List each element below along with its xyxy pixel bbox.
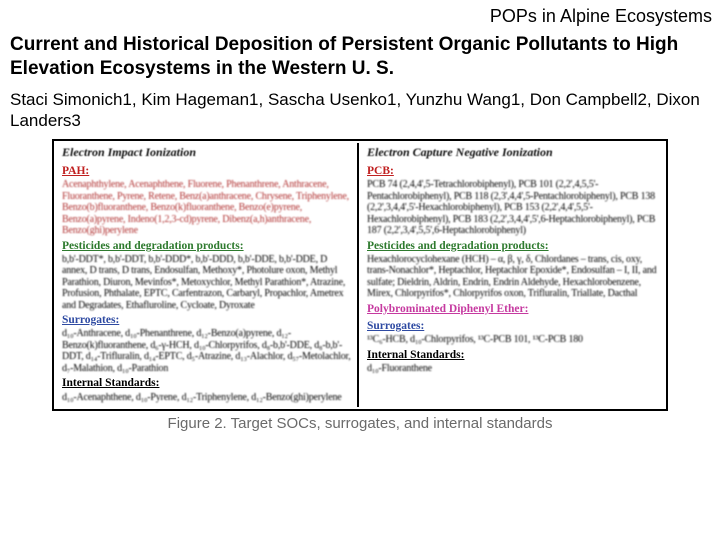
section-pah: PAH: Acenaphthylene, Acenaphthene, Fluor… <box>62 165 351 237</box>
section-pesticides-right: Pesticides and degradation products: Hex… <box>367 240 658 300</box>
section-body-istd-left: d₁₀-Acenaphthene, d₁₀-Pyrene, d₁₂-Triphe… <box>62 392 351 404</box>
section-pesticides-left: Pesticides and degradation products: b,b… <box>62 240 351 312</box>
section-body-istd-right: d₁₀-Fluoranthene <box>367 363 658 375</box>
section-surrogates-right: Surrogates: ¹³C₆-HCB, d₁₀-Chlorpyrifos, … <box>367 320 658 346</box>
section-head-istd-left: Internal Standards: <box>62 377 159 390</box>
section-internal-std-right: Internal Standards: d₁₀-Fluoranthene <box>367 349 658 375</box>
section-body-surr-right: ¹³C₆-HCB, d₁₀-Chlorpyrifos, ¹³C-PCB 101,… <box>367 334 658 346</box>
section-pcb: PCB: PCB 74 (2,4,4',5-Tetrachlorobipheny… <box>367 165 658 237</box>
figure-col-right: Electron Capture Negative Ionization PCB… <box>361 143 664 407</box>
section-head-pbde: Polybrominated Diphenyl Ether: <box>367 303 528 316</box>
figure-2: Electron Impact Ionization PAH: Acenapht… <box>0 139 720 432</box>
figure-col-left: Electron Impact Ionization PAH: Acenapht… <box>56 143 359 407</box>
col-head-ecni: Electron Capture Negative Ionization <box>367 146 658 162</box>
paper-title: Current and Historical Deposition of Per… <box>0 29 720 87</box>
section-body-surr-left: d₁₀-Anthracene, d₁₀-Phenanthrene, d₁₂-Be… <box>62 328 351 374</box>
header-running-title: POPs in Alpine Ecosystems <box>0 0 720 29</box>
section-body-pest-left: b,b'-DDT*, b,b'-DDT, b,b'-DDD*, b,b'-DDD… <box>62 254 351 312</box>
section-head-surr-right: Surrogates: <box>367 320 424 333</box>
figure-caption: Figure 2. Target SOCs, surrogates, and i… <box>52 411 668 432</box>
section-head-surr-left: Surrogates: <box>62 314 119 327</box>
figure-table: Electron Impact Ionization PAH: Acenapht… <box>52 139 668 411</box>
section-body-pcb: PCB 74 (2,4,4',5-Tetrachlorobiphenyl), P… <box>367 179 658 237</box>
section-pbde: Polybrominated Diphenyl Ether: <box>367 303 658 317</box>
col-head-ei: Electron Impact Ionization <box>62 146 351 162</box>
section-head-pest-right: Pesticides and degradation products: <box>367 240 549 253</box>
section-surrogates-left: Surrogates: d₁₀-Anthracene, d₁₀-Phenanth… <box>62 314 351 374</box>
section-internal-std-left: Internal Standards: d₁₀-Acenaphthene, d₁… <box>62 377 351 403</box>
section-body-pah: Acenaphthylene, Acenaphthene, Fluorene, … <box>62 179 351 237</box>
section-head-istd-right: Internal Standards: <box>367 349 464 362</box>
section-head-pcb: PCB: <box>367 165 394 178</box>
section-head-pah: PAH: <box>62 165 89 178</box>
section-body-pest-right: Hexachlorocyclohexane (HCH) – α, β, γ, δ… <box>367 254 658 300</box>
author-list: Staci Simonich1, Kim Hageman1, Sascha Us… <box>0 87 720 140</box>
section-head-pest-left: Pesticides and degradation products: <box>62 240 244 253</box>
